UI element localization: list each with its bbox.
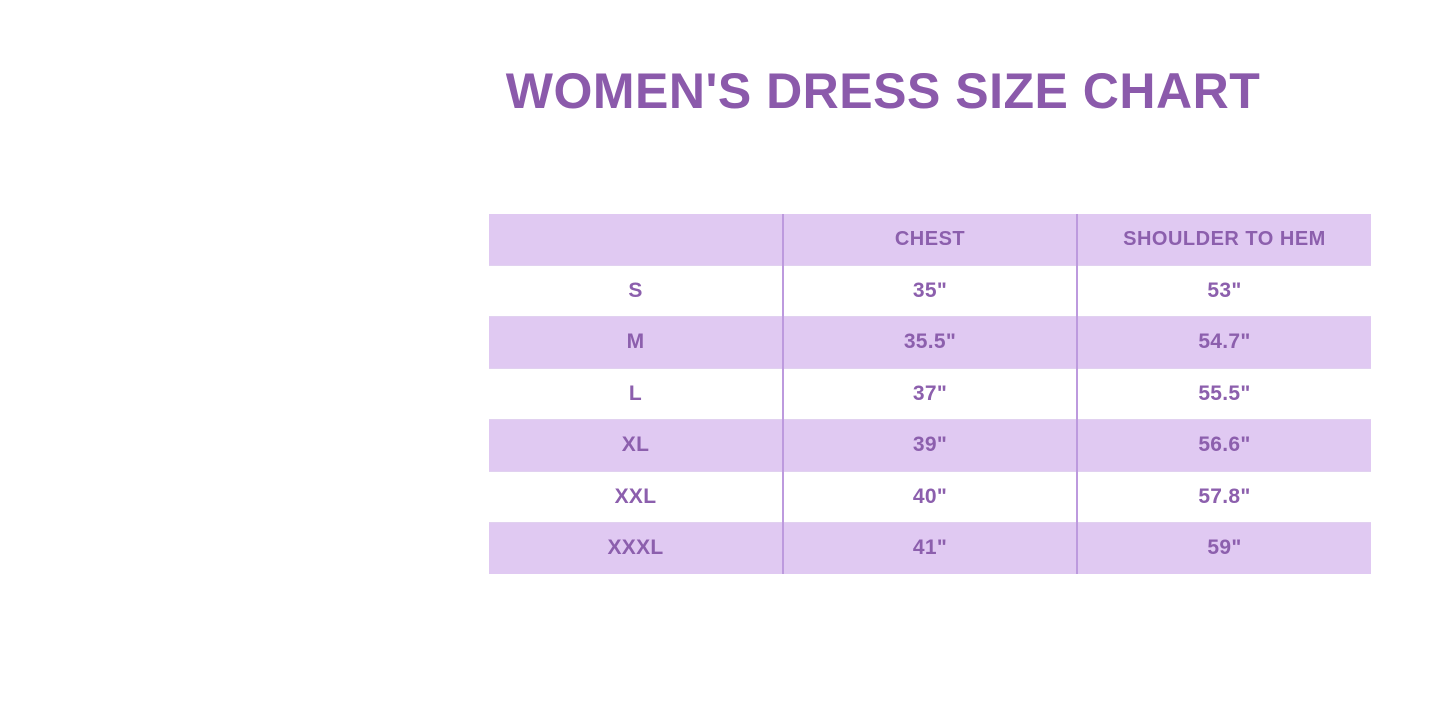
shoulder-to-hem-cell: 55.5"	[1076, 368, 1371, 420]
table-header-row: CHEST SHOULDER TO HEM	[489, 214, 1371, 265]
shoulder-to-hem-cell: 59"	[1076, 522, 1371, 574]
header-size	[489, 214, 783, 265]
shoulder-to-hem-cell: 53"	[1076, 265, 1371, 317]
size-cell: XXXL	[489, 522, 783, 574]
size-cell: S	[489, 265, 783, 317]
header-shoulder-to-hem: SHOULDER TO HEM	[1076, 214, 1371, 265]
table-row-xxl: XXL 40" 57.8"	[489, 471, 1371, 523]
chest-cell: 35"	[782, 265, 1077, 317]
table-row-l: L 37" 55.5"	[489, 368, 1371, 420]
chest-cell: 35.5"	[782, 316, 1077, 368]
size-cell: XXL	[489, 471, 783, 523]
chest-cell: 39"	[782, 419, 1077, 471]
page-title: WOMEN'S DRESS SIZE CHART	[505, 63, 1261, 119]
table-row-xxxl: XXXL 41" 59"	[489, 522, 1371, 574]
shoulder-to-hem-cell: 57.8"	[1076, 471, 1371, 523]
shoulder-to-hem-cell: 56.6"	[1076, 419, 1371, 471]
chest-cell: 40"	[782, 471, 1077, 523]
size-chart-table: CHEST SHOULDER TO HEM S 35" 53" M 35.5" …	[489, 214, 1371, 574]
shoulder-to-hem-cell: 54.7"	[1076, 316, 1371, 368]
table-row-xl: XL 39" 56.6"	[489, 419, 1371, 471]
header-chest: CHEST	[782, 214, 1077, 265]
table-row-s: S 35" 53"	[489, 265, 1371, 317]
chest-cell: 41"	[782, 522, 1077, 574]
table-row-m: M 35.5" 54.7"	[489, 316, 1371, 368]
chest-cell: 37"	[782, 368, 1077, 420]
size-cell: M	[489, 316, 783, 368]
size-cell: XL	[489, 419, 783, 471]
size-cell: L	[489, 368, 783, 420]
